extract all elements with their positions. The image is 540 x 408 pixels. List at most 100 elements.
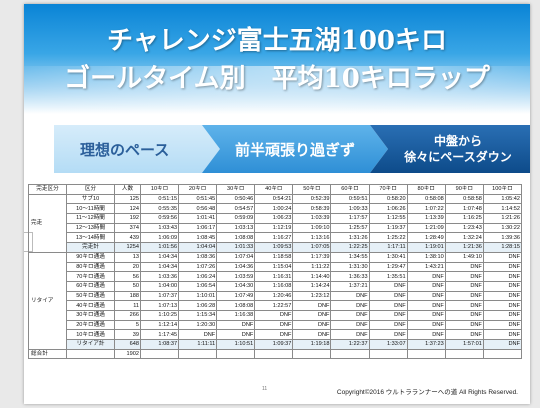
lap-cell: DNF xyxy=(482,300,523,311)
lap-cell: DNF xyxy=(406,329,446,340)
title-line-1: チャレンジ富士五湖100キロ xyxy=(106,26,447,56)
lap-cell: 1:04:00 xyxy=(139,280,180,292)
lap-cell: 1:32:24 xyxy=(444,232,484,244)
table-row: リタイア 90キロ通過 13 1:04:34 1:08:36 1:07:04 1:18:58… xyxy=(28,251,523,350)
lap-cell: 1:10:01 xyxy=(178,290,218,302)
chevron-slowdown-line2: 徐々にペースダウン xyxy=(404,150,512,164)
lap-cell: DNF xyxy=(444,280,484,292)
lap-cell: 1:16:25 xyxy=(444,213,484,224)
lap-cell: 1:15:34 xyxy=(178,309,218,321)
lap-cell: 1:15:04 xyxy=(254,261,294,273)
lap-cell: 1:06:17 xyxy=(178,222,218,234)
lap-cell: 1:14:52 xyxy=(482,203,523,215)
lap-cell: 1:07:48 xyxy=(444,203,484,215)
lap-cell: DNF xyxy=(292,319,332,331)
column-header: 完走区分 xyxy=(28,184,67,195)
lap-cell: 0:58:08 xyxy=(406,193,446,205)
lap-cell: 0:54:21 xyxy=(254,193,294,205)
lap-cell: 0:58:39 xyxy=(292,203,332,215)
table-row: 10～11時間 124 0:55:35 0:56:48 0:54:57 1:00:24 0:… xyxy=(29,203,523,215)
lap-cell: 0:59:51 xyxy=(330,193,370,205)
lap-cell: 1:04:34 xyxy=(139,251,180,263)
row-label-cell: 11～12時間 xyxy=(66,213,115,224)
lap-cell: DNF xyxy=(482,271,523,282)
lap-cell: 1:29:47 xyxy=(368,261,408,273)
lap-cell: 1:09:37 xyxy=(254,339,294,350)
lap-cell: 1:11:22 xyxy=(292,261,332,273)
table-total-row: リタイア計 648 1:08:37 1:11:11 1:10:51 1:09:37 1:19… xyxy=(29,339,523,350)
lap-cell: DNF xyxy=(482,280,523,292)
lap-cell: DNF xyxy=(482,261,523,273)
empty-cell xyxy=(444,348,484,360)
lap-cell: 0:56:48 xyxy=(178,203,218,215)
lap-cell: 1:03:43 xyxy=(139,222,180,234)
count-cell: 374 xyxy=(114,222,141,234)
lap-cell: 1:37:21 xyxy=(330,280,370,292)
table-row: 10キロ通過 39 1:17:45 DNF DNF DNF DNF DNF DNF DNF DNF D… xyxy=(29,329,523,340)
lap-cell: 0:54:57 xyxy=(216,203,256,215)
lap-cell: 1:49:10 xyxy=(444,251,484,263)
lap-cell: 1:16:31 xyxy=(254,271,294,282)
table-row: 60キロ通過 50 1:04:00 1:06:54 1:04:30 1:16:08 1:14… xyxy=(29,280,523,292)
copyright-text: Copyright©2016 ウルトラランナーへの道 All Rights Re… xyxy=(336,389,518,396)
count-cell: 124 xyxy=(114,203,141,215)
lap-cell: 1:21:36 xyxy=(444,242,484,253)
lap-cell: 0:59:56 xyxy=(139,213,180,224)
lap-cell: 1:22:37 xyxy=(330,339,370,350)
count-cell: 20 xyxy=(114,261,141,273)
lap-cell: 1:04:30 xyxy=(216,280,256,292)
lap-cell: 1:39:36 xyxy=(482,232,523,244)
lap-cell: DNF xyxy=(406,319,446,331)
grand-total-label-cell: 総合計 xyxy=(28,348,67,360)
group-label-cell: リタイア xyxy=(28,251,67,350)
empty-cell xyxy=(66,348,115,360)
lap-cell: DNF xyxy=(368,309,408,321)
title-banner xyxy=(24,4,530,136)
lap-cell: DNF xyxy=(482,329,523,340)
lap-cell: 1:30:41 xyxy=(368,251,408,263)
row-label-cell: サブ10 xyxy=(66,193,115,205)
column-header: 40キロ xyxy=(254,184,294,195)
table-total-row: 完走計 1254 1:01:56 1:04:04 1:01:33 1:09:53 1:07:… xyxy=(29,242,523,253)
slide: チャレンジ富士五湖100キロ ゴールタイム別 平均10キロラップ 理想のペース … xyxy=(24,4,530,404)
lap-cell: 1:34:55 xyxy=(330,251,370,263)
lap-table-wrapper: 完走区分 区分 人数 10キロ 20キロ 30キロ 40キロ 50キロ 60キロ 70キロ 80キロ… xyxy=(28,184,523,360)
count-cell: 56 xyxy=(114,271,141,282)
chevron-slowdown: 中盤から 徐々にペースダウン xyxy=(370,125,530,173)
lap-cell: 1:07:13 xyxy=(139,300,180,311)
lap-cell: 1:25:22 xyxy=(368,232,408,244)
lap-cell: 1:12:55 xyxy=(368,213,408,224)
lap-cell: 1:07:26 xyxy=(178,261,218,273)
lap-cell: 0:58:20 xyxy=(368,193,408,205)
lap-cell: 1:08:45 xyxy=(178,232,218,244)
column-header: 80キロ xyxy=(406,184,446,195)
table-row: 11～12時間 192 0:59:56 1:01:41 0:59:09 1:06:23 1:… xyxy=(29,213,523,224)
lap-cell: 1:16:08 xyxy=(254,280,294,292)
row-label-cell: 完走計 xyxy=(66,242,115,253)
lap-cell: 1:01:56 xyxy=(139,242,180,253)
pace-chevrons: 理想のペース 前半頑張り過ぎず 中盤から 徐々にペースダウン xyxy=(54,125,530,173)
lap-cell: 1:25:57 xyxy=(330,222,370,234)
lap-cell: 1:06:09 xyxy=(139,232,180,244)
count-cell: 13 xyxy=(114,251,141,263)
count-cell: 50 xyxy=(114,280,141,292)
empty-cell xyxy=(139,348,180,360)
lap-cell: DNF xyxy=(444,319,484,331)
lap-cell: 1:04:04 xyxy=(178,242,218,253)
lap-cell: 1:12:14 xyxy=(139,319,180,331)
lap-cell: 1:08:08 xyxy=(216,232,256,244)
lap-cell: 1:03:59 xyxy=(216,271,256,282)
lap-cell: 1:17:39 xyxy=(292,251,332,263)
lap-cell: 1:07:22 xyxy=(406,203,446,215)
lap-cell: DNF xyxy=(216,329,256,340)
row-label-cell: 80キロ通過 xyxy=(66,261,115,273)
count-cell: 11 xyxy=(114,300,141,311)
chevron-first-half: 前半頑張り過ぎず xyxy=(202,125,388,173)
row-label-cell: 10～11時間 xyxy=(66,203,115,215)
lap-cell: 1:08:37 xyxy=(139,339,180,350)
lap-cell: 0:55:35 xyxy=(139,203,180,215)
lap-cell: DNF xyxy=(406,271,446,282)
lap-cell: 1:17:11 xyxy=(368,242,408,253)
lap-cell: DNF xyxy=(292,329,332,340)
column-header: 20キロ xyxy=(178,184,218,195)
